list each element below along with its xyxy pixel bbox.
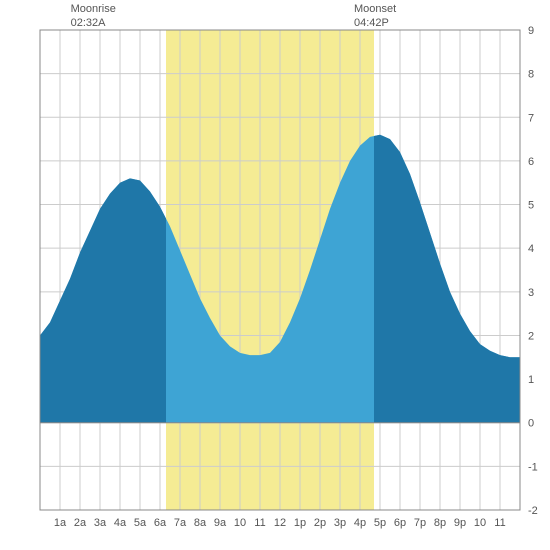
- svg-text:7: 7: [528, 112, 534, 124]
- svg-text:4: 4: [528, 243, 534, 255]
- svg-text:4p: 4p: [354, 517, 366, 529]
- svg-text:8: 8: [528, 69, 534, 81]
- svg-text:11: 11: [254, 517, 265, 529]
- svg-text:3: 3: [528, 287, 534, 299]
- svg-text:5: 5: [528, 200, 534, 212]
- svg-text:1a: 1a: [54, 517, 67, 529]
- svg-text:2p: 2p: [314, 517, 326, 529]
- svg-text:8p: 8p: [434, 517, 446, 529]
- svg-text:10: 10: [234, 517, 246, 529]
- svg-text:2: 2: [528, 330, 534, 342]
- svg-text:6p: 6p: [394, 517, 406, 529]
- moonset-label: Moonset 04:42P: [354, 2, 396, 31]
- svg-text:9: 9: [528, 25, 534, 37]
- moonrise-title: Moonrise: [71, 2, 116, 16]
- svg-text:10: 10: [474, 517, 486, 529]
- svg-text:11: 11: [494, 517, 505, 529]
- svg-text:9a: 9a: [214, 517, 227, 529]
- svg-text:0: 0: [528, 418, 534, 430]
- svg-text:1: 1: [528, 374, 534, 386]
- svg-text:7p: 7p: [414, 517, 426, 529]
- svg-text:12: 12: [274, 517, 286, 529]
- svg-text:5a: 5a: [134, 517, 147, 529]
- svg-text:-1: -1: [528, 461, 538, 473]
- svg-text:3a: 3a: [94, 517, 107, 529]
- moonset-value: 04:42P: [354, 16, 396, 30]
- moonrise-value: 02:32A: [71, 16, 116, 30]
- svg-text:7a: 7a: [174, 517, 187, 529]
- svg-text:9p: 9p: [454, 517, 466, 529]
- moonrise-label: Moonrise 02:32A: [71, 2, 116, 31]
- svg-text:1p: 1p: [294, 517, 306, 529]
- svg-text:2a: 2a: [74, 517, 87, 529]
- svg-text:5p: 5p: [374, 517, 386, 529]
- chart-svg: -2-101234567891a2a3a4a5a6a7a8a9a1011121p…: [0, 0, 550, 550]
- tide-chart: Moonrise 02:32A Moonset 04:42P -2-101234…: [0, 0, 550, 550]
- svg-text:6a: 6a: [154, 517, 167, 529]
- svg-text:3p: 3p: [334, 517, 346, 529]
- svg-text:6: 6: [528, 156, 534, 168]
- svg-text:8a: 8a: [194, 517, 207, 529]
- svg-text:4a: 4a: [114, 517, 127, 529]
- svg-text:-2: -2: [528, 505, 538, 517]
- moonset-title: Moonset: [354, 2, 396, 16]
